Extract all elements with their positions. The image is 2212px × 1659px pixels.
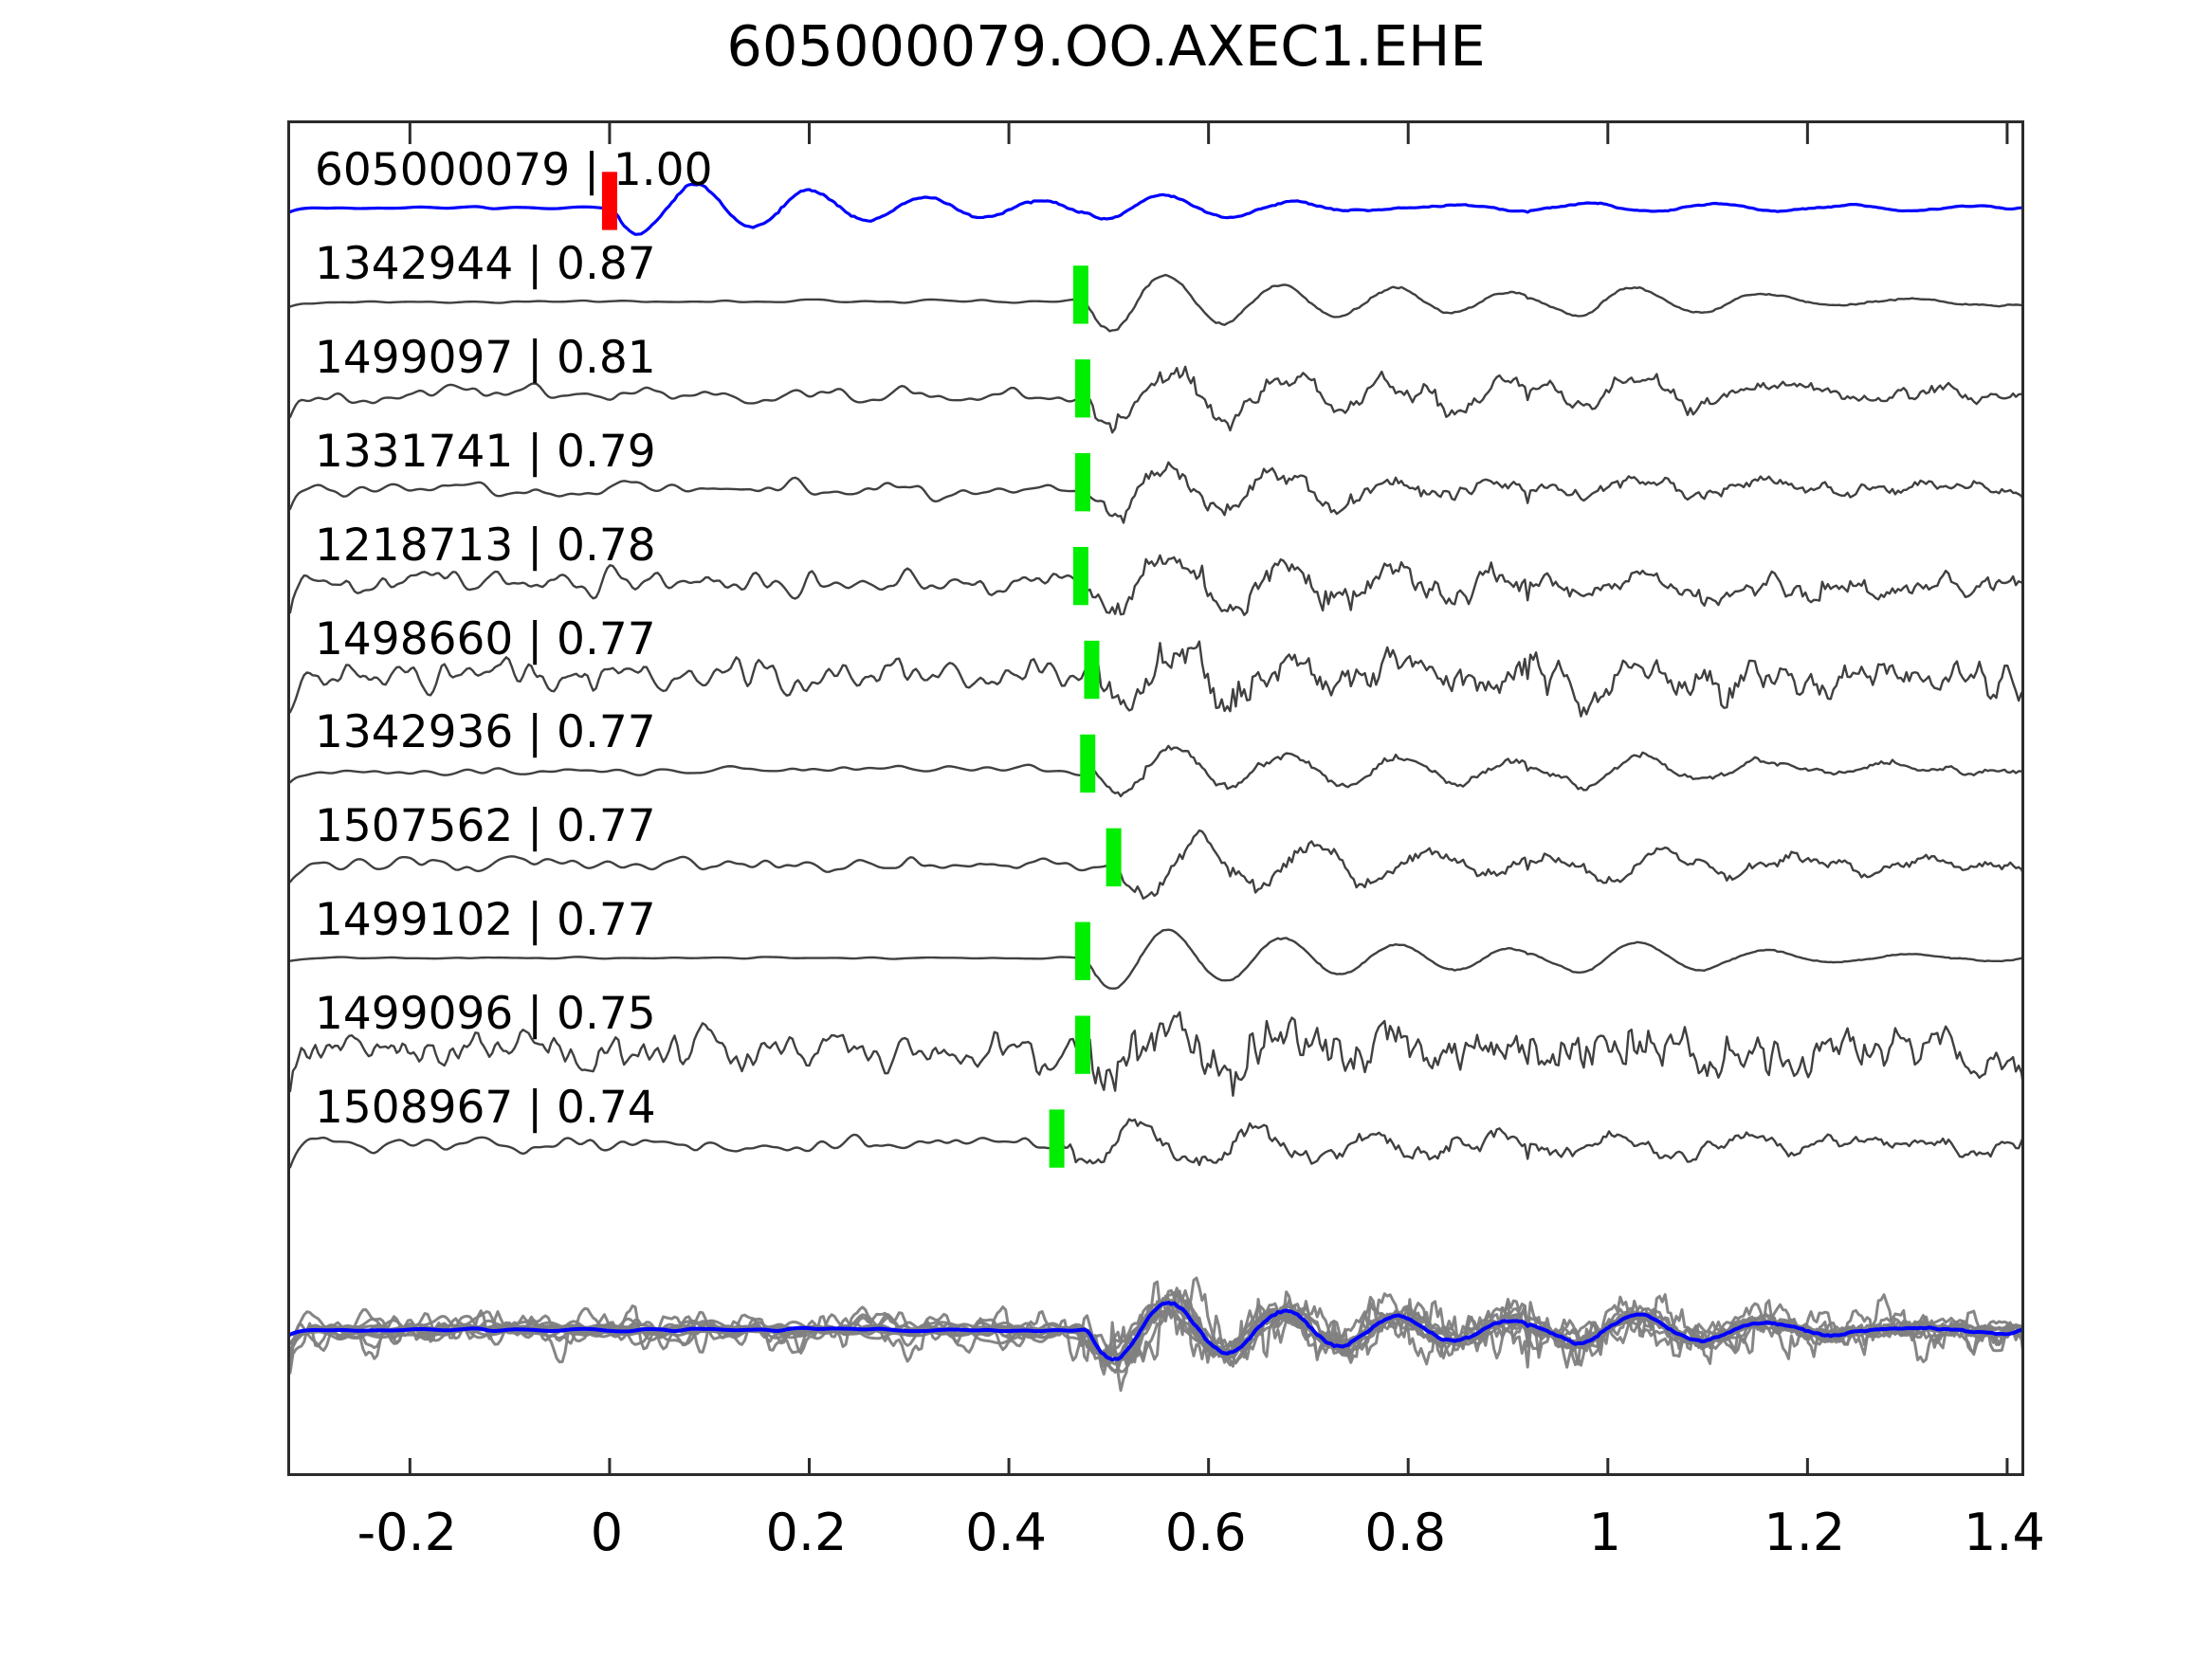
waveform-trace	[290, 829, 2021, 900]
waveform-trace	[290, 744, 2021, 798]
x-axis-tick-label: -0.2	[356, 1503, 458, 1562]
template-pick-marker	[601, 172, 617, 230]
detection-pick-marker	[1074, 921, 1090, 980]
waveform-svg	[290, 123, 2021, 1473]
waveform-trace	[290, 1118, 2021, 1169]
x-axis-tick-label: 0.2	[765, 1503, 848, 1562]
waveform-trace	[290, 554, 2021, 616]
x-axis-tick-label: 0	[590, 1503, 624, 1562]
waveform-trace	[290, 273, 2021, 333]
detection-pick-marker	[1074, 453, 1090, 512]
x-axis-tick-label: 0.8	[1364, 1503, 1447, 1562]
x-axis-tick-label: 0.4	[965, 1503, 1048, 1562]
stack-overlay-trace	[290, 1276, 2021, 1393]
detection-pick-marker	[1084, 640, 1100, 700]
x-axis: -0.2 0 0.2 0.4 0.6 0.8 1 1.2 1.4	[287, 1476, 2045, 1609]
page-title: 605000079.OO.AXEC1.EHE	[726, 13, 1486, 79]
detection-pick-marker	[1080, 734, 1096, 793]
waveform-trace	[290, 1011, 2021, 1097]
stack-overlay-trace	[290, 1280, 2021, 1376]
waveform-trace	[290, 365, 2021, 434]
detection-pick-marker	[1106, 828, 1122, 886]
x-axis-tick-label: 1.4	[1963, 1503, 2045, 1562]
waveform-trace	[290, 928, 2021, 990]
waveform-plot-area: 605000079 | 1.00 1342944 | 0.87 1499097 | …	[287, 120, 2024, 1476]
stack-reference-trace	[290, 1301, 2021, 1362]
waveform-trace	[290, 461, 2021, 524]
detection-pick-marker	[1074, 359, 1090, 418]
detection-pick-marker	[1049, 1109, 1065, 1168]
detection-pick-marker	[1074, 1015, 1090, 1074]
x-axis-tick-label: 1	[1588, 1503, 1621, 1562]
waveform-trace	[290, 640, 2021, 718]
detection-pick-marker	[1072, 546, 1088, 606]
waveform-trace	[290, 182, 2021, 236]
x-axis-tick-label: 0.6	[1164, 1503, 1247, 1562]
detection-pick-marker	[1072, 265, 1088, 324]
x-axis-tick-label: 1.2	[1764, 1503, 1846, 1562]
